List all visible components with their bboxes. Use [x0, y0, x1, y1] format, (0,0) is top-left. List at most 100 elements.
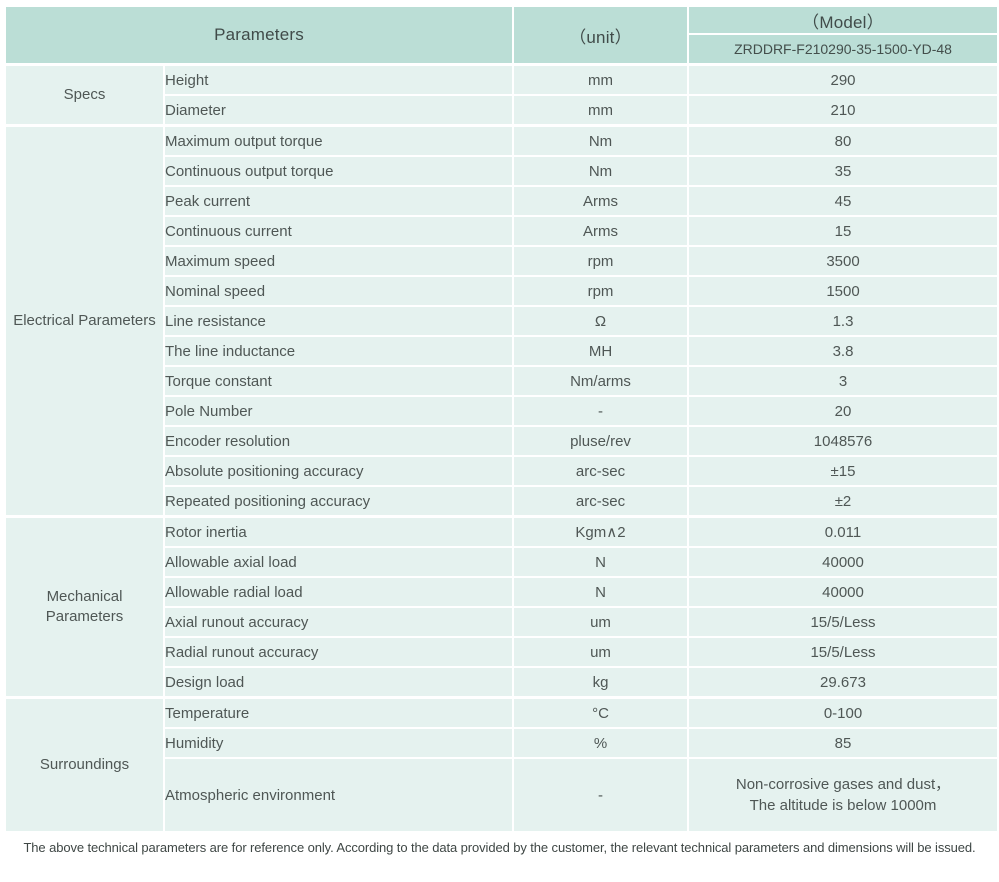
param-value-cell: 35: [687, 155, 999, 187]
param-unit-cell: %: [512, 727, 689, 759]
param-unit-cell: um: [512, 606, 689, 638]
param-value-cell: 1048576: [687, 425, 999, 457]
header-parameters: Parameters: [4, 5, 514, 66]
param-value-cell: ±2: [687, 485, 999, 518]
param-value-cell: 290: [687, 63, 999, 96]
param-value-cell: 15/5/Less: [687, 636, 999, 668]
table-row: Electrical Parameters Maximum output tor…: [4, 124, 999, 518]
param-unit-cell: Nm: [512, 124, 689, 157]
param-value-cell: 20: [687, 395, 999, 427]
param-value-cell: 15: [687, 215, 999, 247]
param-unit-cell: N: [512, 576, 689, 608]
param-unit-cell: mm: [512, 63, 689, 96]
table-row: Allowable radial load N 40000: [5, 576, 999, 608]
param-name-cell: Absolute positioning accuracy: [163, 455, 514, 487]
param-value-cell: 3: [687, 365, 999, 397]
header-unit: （unit）: [512, 5, 689, 66]
table-row: Axial runout accuracy um 15/5/Less: [5, 606, 999, 638]
param-name-cell: Line resistance: [163, 305, 514, 337]
table-row: Design load kg 29.673: [5, 666, 999, 699]
param-value-cell: 29.673: [687, 666, 999, 699]
parameters-table: Parameters （unit） （Model） ZRDDRF-F210290…: [4, 4, 999, 833]
param-name-cell: Radial runout accuracy: [163, 636, 514, 668]
table-row: Maximum speed rpm 3500: [5, 245, 999, 277]
param-value-cell: 1.3: [687, 305, 999, 337]
param-unit-cell: -: [512, 757, 689, 833]
param-name-cell: Rotor inertia: [163, 515, 514, 548]
param-name-cell: Humidity: [163, 727, 514, 759]
table-row: Nominal speed rpm 1500: [5, 275, 999, 307]
param-value-cell: 0-100: [687, 696, 999, 729]
param-name-cell: Temperature: [163, 696, 514, 729]
param-value-cell: 40000: [687, 576, 999, 608]
header-model-number: ZRDDRF-F210290-35-1500-YD-48: [687, 33, 999, 66]
param-name-cell: Pole Number: [163, 395, 514, 427]
param-name-cell: Maximum speed: [163, 245, 514, 277]
param-unit-cell: N: [512, 546, 689, 578]
table-row: Humidity % 85: [5, 727, 999, 759]
param-value-cell: 1500: [687, 275, 999, 307]
param-unit-cell: arc-sec: [512, 455, 689, 487]
table-row: Pole Number - 20: [5, 395, 999, 427]
param-name-cell: The line inductance: [163, 335, 514, 367]
param-name-cell: Encoder resolution: [163, 425, 514, 457]
table-row: Torque constant Nm/arms 3: [5, 365, 999, 397]
param-unit-cell: arc-sec: [512, 485, 689, 518]
section-label-surroundings: Surroundings: [4, 696, 165, 833]
param-unit-cell: Ω: [512, 305, 689, 337]
param-value-cell: 45: [687, 185, 999, 217]
table-row: Allowable axial load N 40000: [5, 546, 999, 578]
param-value-cell: 15/5/Less: [687, 606, 999, 638]
param-unit-cell: mm: [512, 94, 689, 127]
table-row: The line inductance MH 3.8: [5, 335, 999, 367]
param-unit-cell: Arms: [512, 185, 689, 217]
table-header-row-2: ZRDDRF-F210290-35-1500-YD-48: [5, 33, 999, 66]
param-unit-cell: Nm/arms: [512, 365, 689, 397]
param-name-cell: Allowable axial load: [163, 546, 514, 578]
param-unit-cell: pluse/rev: [512, 425, 689, 457]
param-value-cell: 210: [687, 94, 999, 127]
param-value-cell: 3.8: [687, 335, 999, 367]
table-header-row-1: Parameters （unit） （Model）: [4, 4, 999, 66]
param-value-cell: ±15: [687, 455, 999, 487]
footer-disclaimer: The above technical parameters are for r…: [23, 840, 976, 855]
param-name-cell: Maximum output torque: [163, 124, 514, 157]
param-name-cell: Peak current: [163, 185, 514, 217]
param-name-cell: Torque constant: [163, 365, 514, 397]
param-unit-cell: um: [512, 636, 689, 668]
table-row: Continuous output torque Nm 35: [5, 155, 999, 187]
param-unit-cell: rpm: [512, 245, 689, 277]
param-value-cell: 80: [687, 124, 999, 157]
header-model: （Model）: [687, 4, 999, 36]
param-unit-cell: °C: [512, 696, 689, 729]
section-label-mechanical: Mechanical Parameters: [4, 515, 165, 699]
param-name-cell: Diameter: [163, 94, 514, 127]
table-row: Diameter mm 210: [5, 94, 999, 127]
table-row: Line resistance Ω 1.3: [5, 305, 999, 337]
param-name-cell: Continuous current: [163, 215, 514, 247]
param-unit-cell: Arms: [512, 215, 689, 247]
section-label-specs: Specs: [4, 63, 165, 127]
param-name-cell: Continuous output torque: [163, 155, 514, 187]
param-name-cell: Atmospheric environment: [163, 757, 514, 833]
table-row: Encoder resolution pluse/rev 1048576: [5, 425, 999, 457]
param-value-cell: 3500: [687, 245, 999, 277]
table-row: Specs Height mm 290: [4, 63, 999, 127]
table-row: Repeated positioning accuracy arc-sec ±2: [5, 485, 999, 518]
table-row: Continuous current Arms 15: [5, 215, 999, 247]
param-unit-cell: MH: [512, 335, 689, 367]
param-name-cell: Nominal speed: [163, 275, 514, 307]
param-name-cell: Repeated positioning accuracy: [163, 485, 514, 518]
param-name-cell: Design load: [163, 666, 514, 699]
param-unit-cell: kg: [512, 666, 689, 699]
param-name-cell: Axial runout accuracy: [163, 606, 514, 638]
section-label-electrical: Electrical Parameters: [4, 124, 165, 518]
table-row: Mechanical Parameters Rotor inertia Kgm∧…: [4, 515, 999, 699]
table-row: Absolute positioning accuracy arc-sec ±1…: [5, 455, 999, 487]
param-unit-cell: Nm: [512, 155, 689, 187]
table-row: Radial runout accuracy um 15/5/Less: [5, 636, 999, 668]
table-row: Surroundings Temperature °C 0-100: [4, 696, 999, 833]
param-value-cell: 85: [687, 727, 999, 759]
param-value-cell: Non-corrosive gases and dust， The altitu…: [687, 757, 999, 833]
